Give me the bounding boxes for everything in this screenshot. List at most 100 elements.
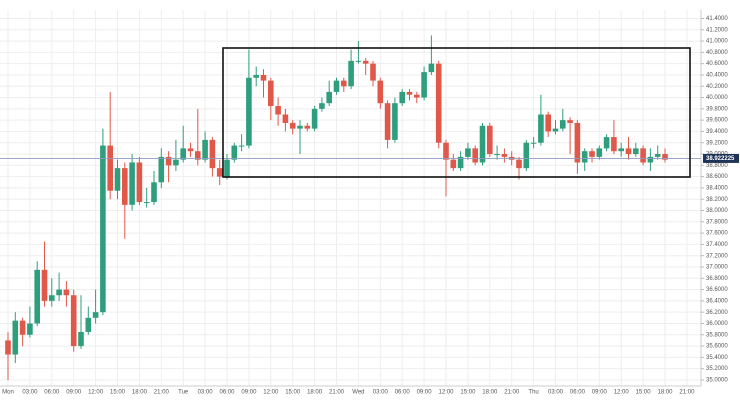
candle-body [341,80,347,87]
candle-body [523,142,530,169]
candle-body [633,148,639,155]
candle-body [34,269,40,324]
y-tick-label: 37.6000 [706,231,728,237]
y-tick-label: 40.2000 [706,84,728,90]
candle-body [399,91,405,104]
y-tick-label: 36.4000 [706,298,728,304]
y-tick-label: 37.8000 [706,219,728,225]
candle-body [19,320,26,335]
candle-body [414,94,420,98]
candle-body [472,148,478,163]
candle-body [560,120,566,129]
x-tick-label: 15:00 [110,390,126,396]
candle-body [231,145,238,160]
candle-body [494,154,500,156]
x-tick-label: 06:00 [570,390,586,396]
candle-body [304,125,311,129]
candle-body [348,60,354,87]
candle-body [647,156,654,163]
y-tick-label: 41.4000 [706,16,728,22]
x-tick-label: 09:00 [241,390,257,396]
candle-body [450,159,457,169]
candle-body [435,63,442,143]
y-tick-label: 38.2000 [706,197,728,203]
y-tick-label: 37.0000 [706,265,728,271]
y-tick-label: 40.6000 [706,61,728,67]
y-tick-label: 36.2000 [706,310,728,316]
candle-body [377,80,384,104]
candle-body [114,168,121,191]
x-tick-label: 03:00 [548,390,564,396]
candle-body [173,159,179,166]
x-tick-label: Thu [528,390,538,396]
candle-body [384,103,391,140]
candle-body [27,323,33,335]
x-tick-label: 15:00 [636,390,652,396]
candle-body [129,162,135,205]
candle-body [567,120,573,123]
candle-body [268,80,274,107]
x-tick-label: 18:00 [132,390,148,396]
candle-body [289,122,296,129]
candle-body [530,142,537,144]
candle-body [479,125,486,163]
x-tick-label: 18:00 [657,390,673,396]
candle-body [165,156,172,166]
x-tick-label: Mon [2,390,14,396]
candle-body [122,168,128,205]
labels: 41.4000 41.2000 41.0000 40.8000 40.6000 40.40… [2,16,739,396]
candle-body [275,106,281,115]
price-label: 38.922225 [706,156,735,162]
candle-body [640,148,646,163]
y-tick-label: 39.4000 [706,129,728,135]
candle-body [362,60,369,64]
y-tick-label: 36.0000 [706,321,728,327]
candle-body [41,269,48,301]
candle-body [443,142,449,160]
candle-body [158,156,165,183]
candle-body [195,151,201,160]
x-tick-label: 12:00 [438,390,454,396]
x-tick-label: 21:00 [504,390,520,396]
x-tick-label: 15:00 [285,390,301,396]
x-tick-label: 15:00 [460,390,476,396]
candle-body [136,162,143,203]
candles [0,35,701,380]
candle-body [392,103,398,140]
y-tick-label: 36.8000 [706,276,728,282]
y-tick-label: 35.2000 [706,366,728,372]
y-tick-label: 38.8000 [706,163,728,169]
x-tick-label: 18:00 [307,390,323,396]
candle-body [107,145,113,191]
x-tick-label: 06:00 [44,390,60,396]
candle-body [589,151,595,157]
candle-body [238,145,245,147]
y-tick-label: 39.2000 [706,140,728,146]
y-tick-label: 35.0000 [706,378,728,384]
candle-body [355,60,362,62]
y-tick-label: 39.6000 [706,118,728,124]
y-tick-label: 38.6000 [706,174,728,180]
candle-body [654,154,661,157]
candle-body [501,154,508,157]
candle-body [143,202,150,204]
y-tick-label: 41.0000 [706,39,728,45]
x-tick-label: 21:00 [679,390,695,396]
candle-body [326,91,332,104]
annotation-box [222,47,691,178]
candle-body [596,148,603,157]
y-tick-label: 40.8000 [706,50,728,56]
candle-body [151,182,157,203]
candle-body [421,72,427,98]
candle-body [516,159,522,169]
x-tick-label: Wed [352,390,364,396]
y-tick-label: 35.8000 [706,332,728,338]
candle-body [100,145,106,313]
y-tick-label: 36.6000 [706,287,728,293]
candle-body [625,148,632,155]
candle-body [92,312,99,318]
x-tick-label: Tue [178,390,189,396]
candle-body [253,74,259,78]
candle-body [319,103,325,109]
